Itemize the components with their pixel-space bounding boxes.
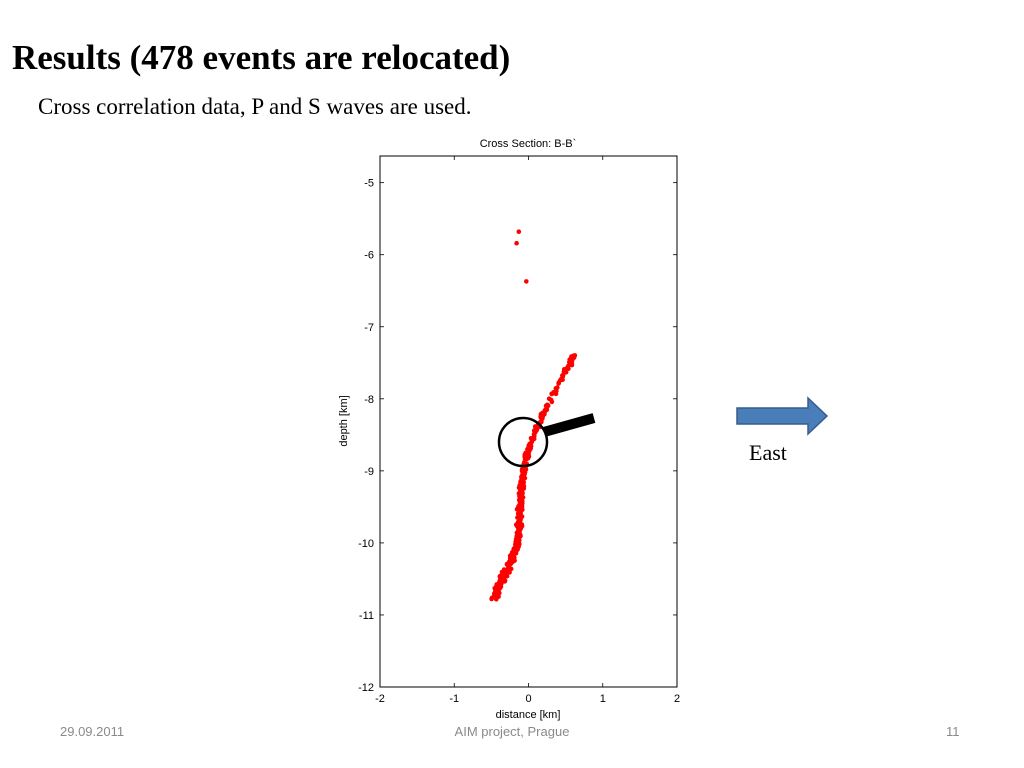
y-tick-label: -11 bbox=[359, 610, 374, 622]
footer-project: AIM project, Prague bbox=[454, 724, 570, 739]
slide-title: Results (478 events are relocated) bbox=[12, 38, 511, 77]
data-point bbox=[513, 541, 519, 546]
footer-date: 29.09.2011 bbox=[60, 724, 125, 739]
magnifier-icon bbox=[497, 413, 596, 468]
data-point bbox=[503, 570, 509, 576]
data-point bbox=[518, 494, 523, 500]
y-tick-label: -10 bbox=[358, 538, 374, 550]
data-point bbox=[518, 500, 524, 505]
data-point bbox=[562, 368, 567, 373]
data-point bbox=[558, 377, 563, 383]
data-point bbox=[541, 411, 547, 416]
right-arrow-icon bbox=[736, 396, 829, 436]
data-point bbox=[524, 279, 529, 284]
data-point bbox=[516, 528, 521, 533]
data-point bbox=[492, 586, 498, 591]
y-tick-label: -6 bbox=[364, 250, 374, 262]
data-point bbox=[518, 487, 523, 492]
data-point bbox=[520, 474, 526, 480]
data-points bbox=[489, 229, 578, 602]
data-point bbox=[526, 443, 531, 448]
x-tick-label: 2 bbox=[674, 693, 680, 705]
slide-subtitle: Cross correlation data, P and S waves ar… bbox=[38, 94, 472, 119]
data-point bbox=[560, 373, 565, 378]
data-point bbox=[516, 229, 522, 234]
data-point bbox=[555, 385, 560, 390]
y-axis-ticks: -5 -6 -7 -8 -9 -10 -11 -12 bbox=[358, 178, 677, 694]
data-point bbox=[568, 357, 574, 363]
data-point bbox=[549, 399, 555, 405]
plot-frame bbox=[379, 155, 678, 688]
x-tick-label: -2 bbox=[375, 693, 385, 705]
data-point bbox=[504, 561, 510, 567]
data-point bbox=[494, 592, 500, 597]
data-point bbox=[515, 515, 520, 520]
y-tick-label: -9 bbox=[364, 466, 374, 478]
data-point bbox=[514, 240, 519, 246]
x-tick-label: -1 bbox=[449, 693, 459, 705]
y-tick-label: -12 bbox=[358, 682, 374, 694]
data-point bbox=[511, 546, 517, 551]
x-axis-label: distance [km] bbox=[496, 709, 561, 721]
data-point bbox=[543, 403, 549, 409]
footer-page-number: 11 bbox=[946, 724, 960, 739]
y-tick-label: -8 bbox=[364, 394, 374, 406]
data-point bbox=[565, 365, 570, 371]
data-point bbox=[523, 455, 529, 461]
x-tick-label: 0 bbox=[525, 693, 531, 705]
data-point bbox=[554, 388, 559, 394]
data-point bbox=[549, 391, 555, 397]
data-point bbox=[531, 436, 537, 442]
data-point bbox=[489, 595, 495, 601]
data-point bbox=[534, 427, 540, 432]
east-direction-label: East bbox=[749, 440, 787, 465]
y-axis-label: depth [km] bbox=[338, 395, 350, 446]
x-tick-label: 1 bbox=[600, 693, 606, 705]
data-point bbox=[499, 569, 505, 575]
data-point bbox=[518, 482, 523, 488]
data-point bbox=[526, 449, 532, 454]
y-tick-label: -5 bbox=[364, 178, 374, 190]
data-point bbox=[546, 396, 552, 402]
y-tick-label: -7 bbox=[364, 322, 374, 334]
x-axis-ticks: -2 -1 0 1 2 bbox=[375, 156, 680, 705]
data-point bbox=[495, 583, 501, 588]
chart-title: Cross Section: B-B` bbox=[480, 138, 577, 150]
data-point bbox=[511, 555, 516, 561]
data-point bbox=[518, 533, 523, 539]
data-point bbox=[502, 578, 508, 583]
data-point bbox=[517, 518, 523, 523]
